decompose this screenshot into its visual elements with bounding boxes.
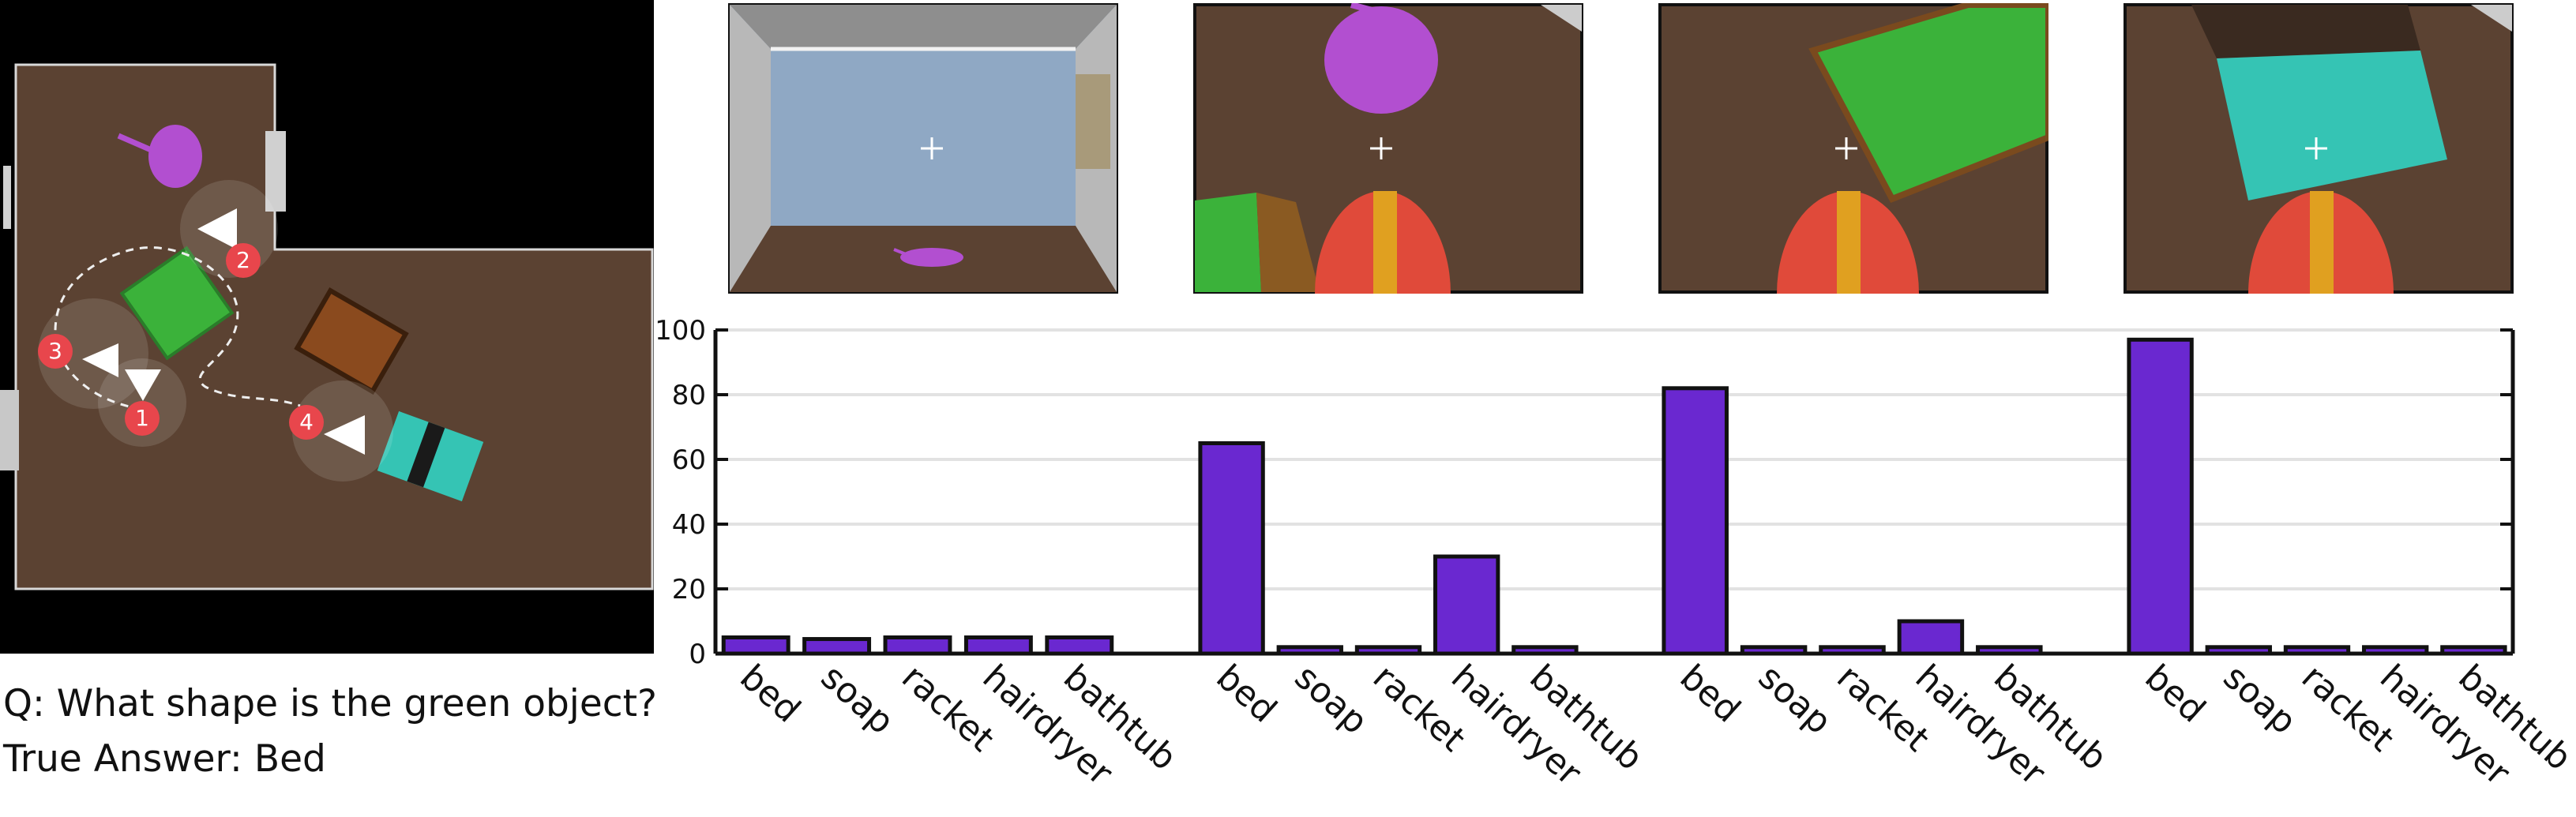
- x-tick-label-bed: bed: [2137, 657, 2213, 730]
- x-tick-label-racket: racket: [894, 657, 1001, 759]
- bar-hairdryer: [1433, 554, 1500, 656]
- bar-soap: [802, 637, 872, 656]
- y-tick-label: 80: [672, 380, 706, 411]
- bar-soap: [2205, 645, 2272, 656]
- bar-bathtub: [1045, 635, 1114, 656]
- bar-bathtub: [1511, 645, 1579, 656]
- view-2: [1193, 3, 1583, 294]
- bar-hairdryer: [963, 635, 1033, 656]
- x-tick-label-bed: bed: [732, 657, 808, 730]
- y-tick-label: 40: [672, 509, 706, 541]
- bar-bathtub: [2440, 645, 2507, 656]
- view-3: [1658, 3, 2048, 294]
- racket-icon: [117, 125, 202, 188]
- waypoint-2-label: 2: [236, 247, 250, 273]
- teal-object: [377, 410, 484, 502]
- x-tick-label-soap: soap: [1751, 657, 1839, 742]
- waypoint-1-label: 1: [135, 405, 149, 431]
- bar-soap: [1276, 645, 1343, 656]
- waypoint-1: 1: [98, 358, 186, 447]
- waypoint-4: 4: [289, 380, 393, 482]
- door-top: [265, 131, 286, 212]
- waypoint-2: 2: [180, 180, 278, 278]
- bar-hairdryer: [2362, 645, 2429, 656]
- y-tick-label: 60: [672, 444, 706, 476]
- wood-object: [294, 287, 409, 395]
- true-answer-text: True Answer: Bed: [3, 737, 326, 781]
- top-down-map: 3 2 1 4: [0, 0, 654, 654]
- agent-path: [54, 246, 301, 410]
- bar-racket: [883, 635, 952, 656]
- waypoint-3: 3: [38, 298, 148, 409]
- bar-hairdryer: [1897, 619, 1965, 656]
- waypoint-3-label: 3: [48, 338, 62, 364]
- y-tick-label: 100: [655, 315, 706, 347]
- view-1: [728, 3, 1118, 294]
- bar-racket: [2283, 645, 2351, 656]
- bar-bed: [1198, 441, 1265, 656]
- x-tick-label-bed: bed: [1208, 657, 1284, 730]
- question-text: Q: What shape is the green object?: [3, 682, 657, 725]
- waypoint-4-label: 4: [299, 409, 314, 435]
- bar-bed: [2127, 337, 2194, 656]
- bar-racket: [1819, 645, 1886, 656]
- y-tick-label: 20: [672, 574, 706, 605]
- door-left-lower: [0, 390, 19, 470]
- x-tick-label-soap: soap: [2216, 657, 2304, 742]
- bar-racket: [1354, 645, 1422, 656]
- bar-bed: [1662, 386, 1729, 656]
- bar-soap: [1740, 645, 1808, 656]
- x-tick-label-bed: bed: [1672, 657, 1748, 730]
- bar-bathtub: [1976, 645, 2043, 656]
- door-left-upper: [3, 166, 11, 229]
- bar-bed: [721, 635, 790, 656]
- x-tick-label-soap: soap: [1287, 657, 1376, 742]
- y-tick-label: 0: [689, 639, 706, 670]
- view-4: [2124, 3, 2514, 294]
- green-object: [119, 245, 235, 361]
- x-tick-label-soap: soap: [813, 657, 902, 742]
